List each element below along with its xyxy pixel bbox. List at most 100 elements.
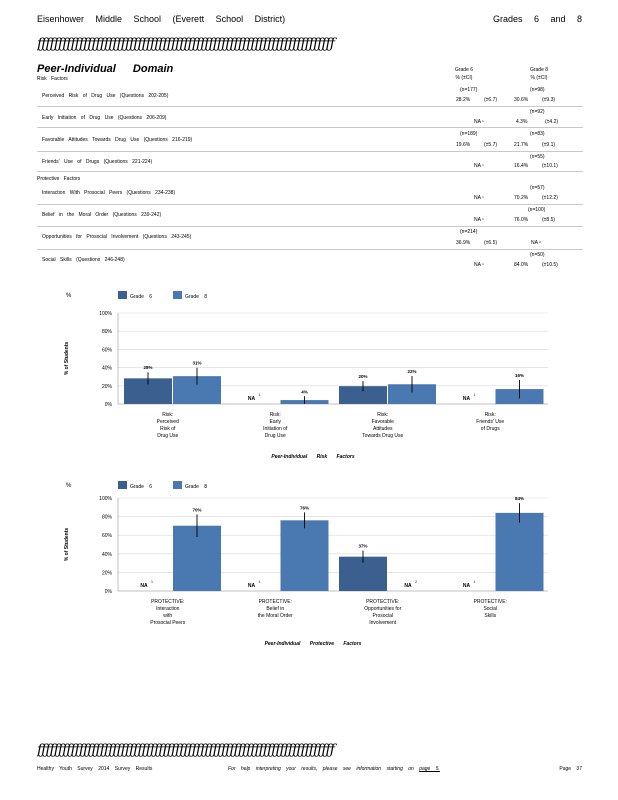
row-label: Favorable Attitudes Towards Drug Use (Qu… [42,137,193,143]
risk-factors-heading: Risk Factors [37,76,68,82]
g8-value: 84.0% [514,262,529,268]
x-category-label: Skills [484,613,496,619]
na-footnote-marker: 1 [259,393,261,397]
g6-value: NA 1 [474,195,484,201]
grades-label: Grades 6 and 8 [492,14,582,24]
legend-swatch [173,291,182,299]
na-footnote-marker: 1 [474,393,476,397]
g6-n: (n=177) [460,87,478,93]
y-tick-label: 100% [99,496,112,502]
na-label: NA [248,583,256,589]
g6-value: NA 1 [474,217,484,223]
school-name: Eisenhower Middle School (Everett School… [37,14,286,24]
x-category-label: PROTECTIVE: [366,599,399,605]
y-tick-label: 40% [102,366,113,372]
x-axis-title: Peer-Individual Protective Factors [265,641,362,647]
grade8-column-label: Grade 8 [529,67,549,73]
x-category-label: Perceived [157,419,179,425]
na-label: NA [463,396,471,402]
x-category-label: Risk: [485,412,496,418]
x-category-label: Early [270,419,282,425]
legend-marker: % [66,483,72,489]
na-footnote-marker: 1 [151,580,153,584]
row-divider [37,127,583,128]
na-label: NA [404,583,412,589]
na-footnote-marker: 1 [474,580,476,584]
g8-n: (n=55) [530,154,545,160]
x-category-label: Risk: [270,412,281,418]
g6-n: (n=214) [460,229,478,235]
legend-marker: % [66,293,72,299]
y-tick-label: 60% [102,347,113,353]
risk-factors-chart: % Grade 6 Grade 8 0% 20% 40% 60% 80% 100% % of St… [64,291,548,460]
row-label: Interaction With Prosocial Peers (Questi… [42,190,176,196]
g8-value: 21.7% [514,142,529,148]
bar-value-label: 4% [301,389,308,394]
x-axis-title: Peer-Individual Risk Factors [271,454,354,460]
footnote-marker: 1 [482,262,484,266]
x-category-label: Interaction [156,606,180,612]
x-category-label: PROTECTIVE: [474,599,507,605]
bar-value-label: 37% [358,544,367,549]
protective-factors-chart: % Grade 6 Grade 8 0% 20% 40% 60% 80% 100% % of St… [64,481,548,647]
x-category-label: Prosocial Peers [150,620,186,626]
g8-n: (n=100) [528,207,546,213]
row-divider [37,249,583,250]
protective-factors-heading: Protective Factors [37,176,81,182]
grade8-column-header: Grade 8 % (±CI) [518,66,560,82]
bar-value-label: 16% [515,373,524,378]
x-category-label: Risk of [160,426,176,432]
bar [495,512,544,591]
bar-value-label: 70% [192,507,201,512]
g6-ci: (±5.7) [484,142,498,148]
g6-ci: (±6.5) [484,240,498,246]
y-tick-label: 60% [102,533,113,539]
x-category-label: Involvement [369,620,397,626]
header-rule: ƒƒƒƒƒƒƒƒƒƒƒƒƒƒƒƒƒƒƒƒƒƒƒƒƒƒƒƒƒƒƒƒƒƒƒƒƒƒƒƒ… [37,36,335,52]
y-tick-label: 80% [102,329,113,335]
x-category-label: with [163,613,172,619]
footer-help-message: For help interpreting your results, plea… [228,766,414,772]
bar-value-label: 76% [300,505,309,510]
bar-value-label: 22% [407,369,416,374]
x-category-label: of Drugs [481,426,500,432]
bar [339,386,387,404]
legend-label: Grade 8 [185,294,207,300]
bar-value-label: 31% [192,361,201,366]
x-category-label: Initiation of [263,426,288,432]
y-tick-label: 100% [99,311,112,317]
x-category-label: Prosocial [372,613,393,619]
x-category-label: the Moral Order [258,613,293,619]
g8-n: (n=98) [530,87,545,93]
y-tick-label: 20% [102,384,113,390]
domain-title: Peer-Individual Domain [37,63,174,75]
footer-help-text: For help interpreting your results, plea… [228,766,440,772]
g8-n: (n=83) [530,131,545,137]
row-label: Opportunities for Prosocial Involvement … [42,234,192,240]
grade6-column-sub: % (±CI) [455,75,473,81]
bar-value-label: 84% [515,496,524,501]
x-category-label: Risk: [377,412,388,418]
x-category-label: Social [483,606,497,612]
y-tick-label: 0% [105,402,113,408]
na-footnote-marker: 2 [415,580,417,584]
g6-na: NA [474,119,481,125]
g6-value: NA 1 [474,119,484,125]
footer-page-number: Page 37 [559,766,582,772]
row-divider [37,226,583,227]
footer-page-link[interactable]: page 5. [419,766,440,772]
y-tick-label: 40% [102,552,113,558]
bar-value-label: 28% [143,365,152,370]
footnote-marker: 1 [482,163,484,167]
legend-label: Grade 8 [185,484,207,490]
g6-value: 28.2% [456,97,471,103]
footnote-marker: 1 [482,195,484,199]
legend-label: Grade 6 [130,484,152,490]
row-label: Social Skills (Questions 246-248) [42,257,125,263]
g6-value: 36.9% [456,240,471,246]
g8-ci: (±4.2) [545,119,559,125]
g6-value: NA 1 [474,262,484,268]
footer-rule: ƒƒƒƒƒƒƒƒƒƒƒƒƒƒƒƒƒƒƒƒƒƒƒƒƒƒƒƒƒƒƒƒƒƒƒƒƒƒƒƒ… [37,742,335,758]
g8-value: 30.6% [514,97,529,103]
x-category-label: Opportunities for [364,606,401,612]
